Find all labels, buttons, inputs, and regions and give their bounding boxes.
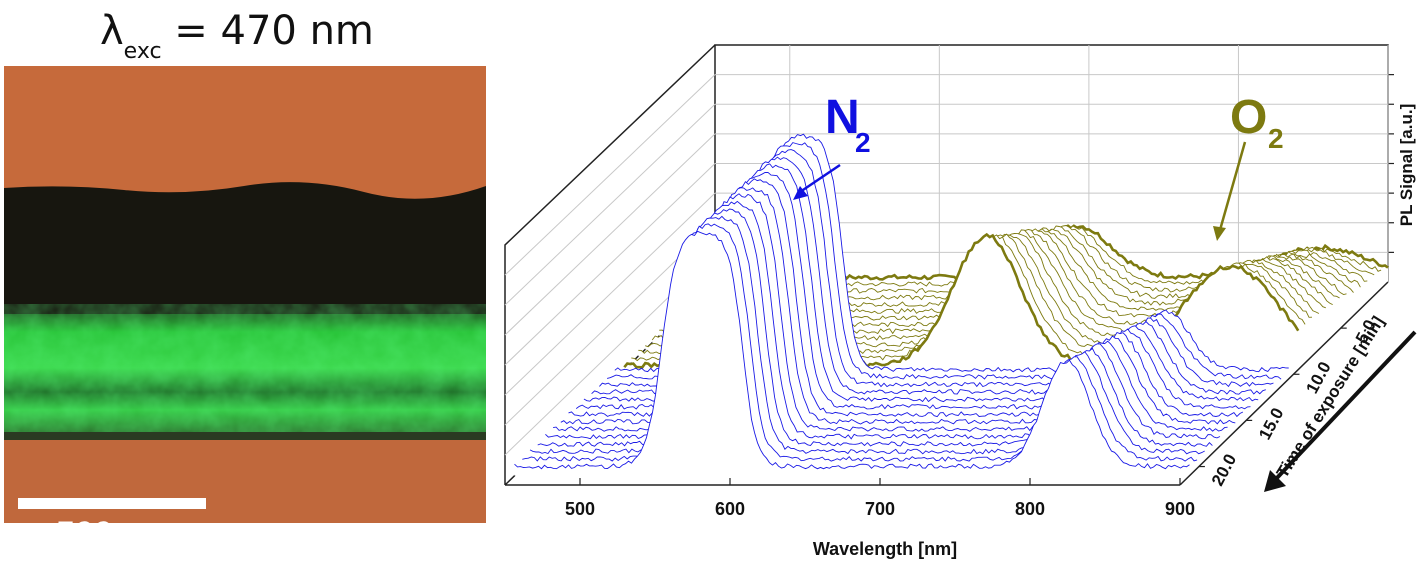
x-tick-label: 700 xyxy=(865,499,895,519)
n2-arrow-head xyxy=(793,186,808,200)
z-tick-label: 20.0 xyxy=(1208,451,1240,489)
grid-line xyxy=(504,163,716,366)
spectrum-fill xyxy=(514,231,1190,476)
spectra-group xyxy=(514,133,1389,476)
fluorescence-micrograph: 500µm xyxy=(4,66,486,523)
z-tick-label: 15.0 xyxy=(1255,405,1287,443)
micrograph-image xyxy=(4,66,486,523)
n2-arrow xyxy=(799,163,841,194)
z-arrow-shaft xyxy=(1273,330,1417,482)
grid-line xyxy=(504,133,716,336)
grid-line xyxy=(504,192,716,396)
n2-annotation: N xyxy=(825,91,860,144)
z-axis-arrow xyxy=(1264,330,1417,492)
scale-bar xyxy=(18,498,206,509)
excitation-wavelength-title: λexc = 470 nm xyxy=(100,8,400,64)
y-axis-label: PL Signal [a.u.] xyxy=(1397,104,1416,226)
n2-annotation-subscript: 2 xyxy=(855,127,871,158)
spectrum-fill xyxy=(624,234,1299,370)
spectrum-line xyxy=(514,230,1190,470)
o2-annotation: O xyxy=(1230,91,1267,144)
lambda-symbol: λ xyxy=(100,8,124,54)
grid-line xyxy=(504,74,716,276)
x-tick-label: 900 xyxy=(1165,499,1195,519)
z-axis-line xyxy=(1179,281,1389,486)
o2-annotation-subscript: 2 xyxy=(1268,123,1284,154)
o2-arrow-head xyxy=(1213,226,1226,241)
x-tick-label: 600 xyxy=(715,499,745,519)
x-tick-label: 800 xyxy=(1015,499,1045,519)
o2-arrow xyxy=(1218,141,1247,231)
lambda-subscript: exc xyxy=(123,39,162,64)
x-axis-label: Wavelength [nm] xyxy=(813,539,957,559)
grid-line xyxy=(504,103,716,306)
x-tick-label: 500 xyxy=(565,499,595,519)
z-arrow-head xyxy=(1264,470,1286,492)
scale-bar-label: 500µm xyxy=(56,515,163,523)
excitation-value: = 470 nm xyxy=(174,8,374,54)
spectrum-line xyxy=(522,223,1198,462)
